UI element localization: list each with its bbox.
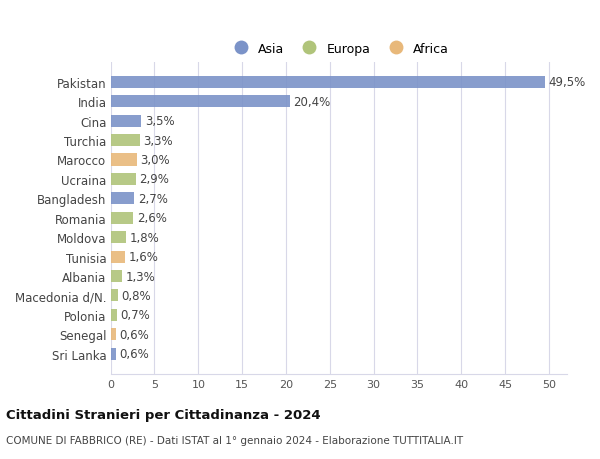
Bar <box>110 115 142 128</box>
Text: COMUNE DI FABBRICO (RE) - Dati ISTAT al 1° gennaio 2024 - Elaborazione TUTTITALI: COMUNE DI FABBRICO (RE) - Dati ISTAT al … <box>6 435 463 445</box>
Bar <box>110 154 137 166</box>
Text: 2,7%: 2,7% <box>138 192 168 205</box>
Bar <box>110 77 545 89</box>
Bar <box>110 309 117 321</box>
Legend: Asia, Europa, Africa: Asia, Europa, Africa <box>223 38 454 61</box>
Text: 3,5%: 3,5% <box>145 115 175 128</box>
Bar <box>110 232 127 244</box>
Bar <box>110 174 136 185</box>
Text: 0,7%: 0,7% <box>121 309 150 322</box>
Text: 0,8%: 0,8% <box>121 289 151 302</box>
Text: 3,3%: 3,3% <box>143 134 173 147</box>
Bar <box>110 270 122 282</box>
Bar <box>110 251 125 263</box>
Bar <box>110 290 118 302</box>
Text: 2,6%: 2,6% <box>137 212 167 225</box>
Text: 49,5%: 49,5% <box>548 76 586 89</box>
Bar <box>110 193 134 205</box>
Text: 1,8%: 1,8% <box>130 231 160 244</box>
Text: 1,3%: 1,3% <box>125 270 155 283</box>
Bar <box>110 135 140 147</box>
Text: 0,6%: 0,6% <box>119 347 149 360</box>
Text: 20,4%: 20,4% <box>293 95 330 108</box>
Bar <box>110 348 116 360</box>
Text: 3,0%: 3,0% <box>140 154 170 167</box>
Text: 1,6%: 1,6% <box>128 251 158 263</box>
Bar <box>110 212 133 224</box>
Text: Cittadini Stranieri per Cittadinanza - 2024: Cittadini Stranieri per Cittadinanza - 2… <box>6 408 320 421</box>
Bar <box>110 96 290 108</box>
Text: 0,6%: 0,6% <box>119 328 149 341</box>
Text: 2,9%: 2,9% <box>140 173 169 186</box>
Bar <box>110 329 116 341</box>
